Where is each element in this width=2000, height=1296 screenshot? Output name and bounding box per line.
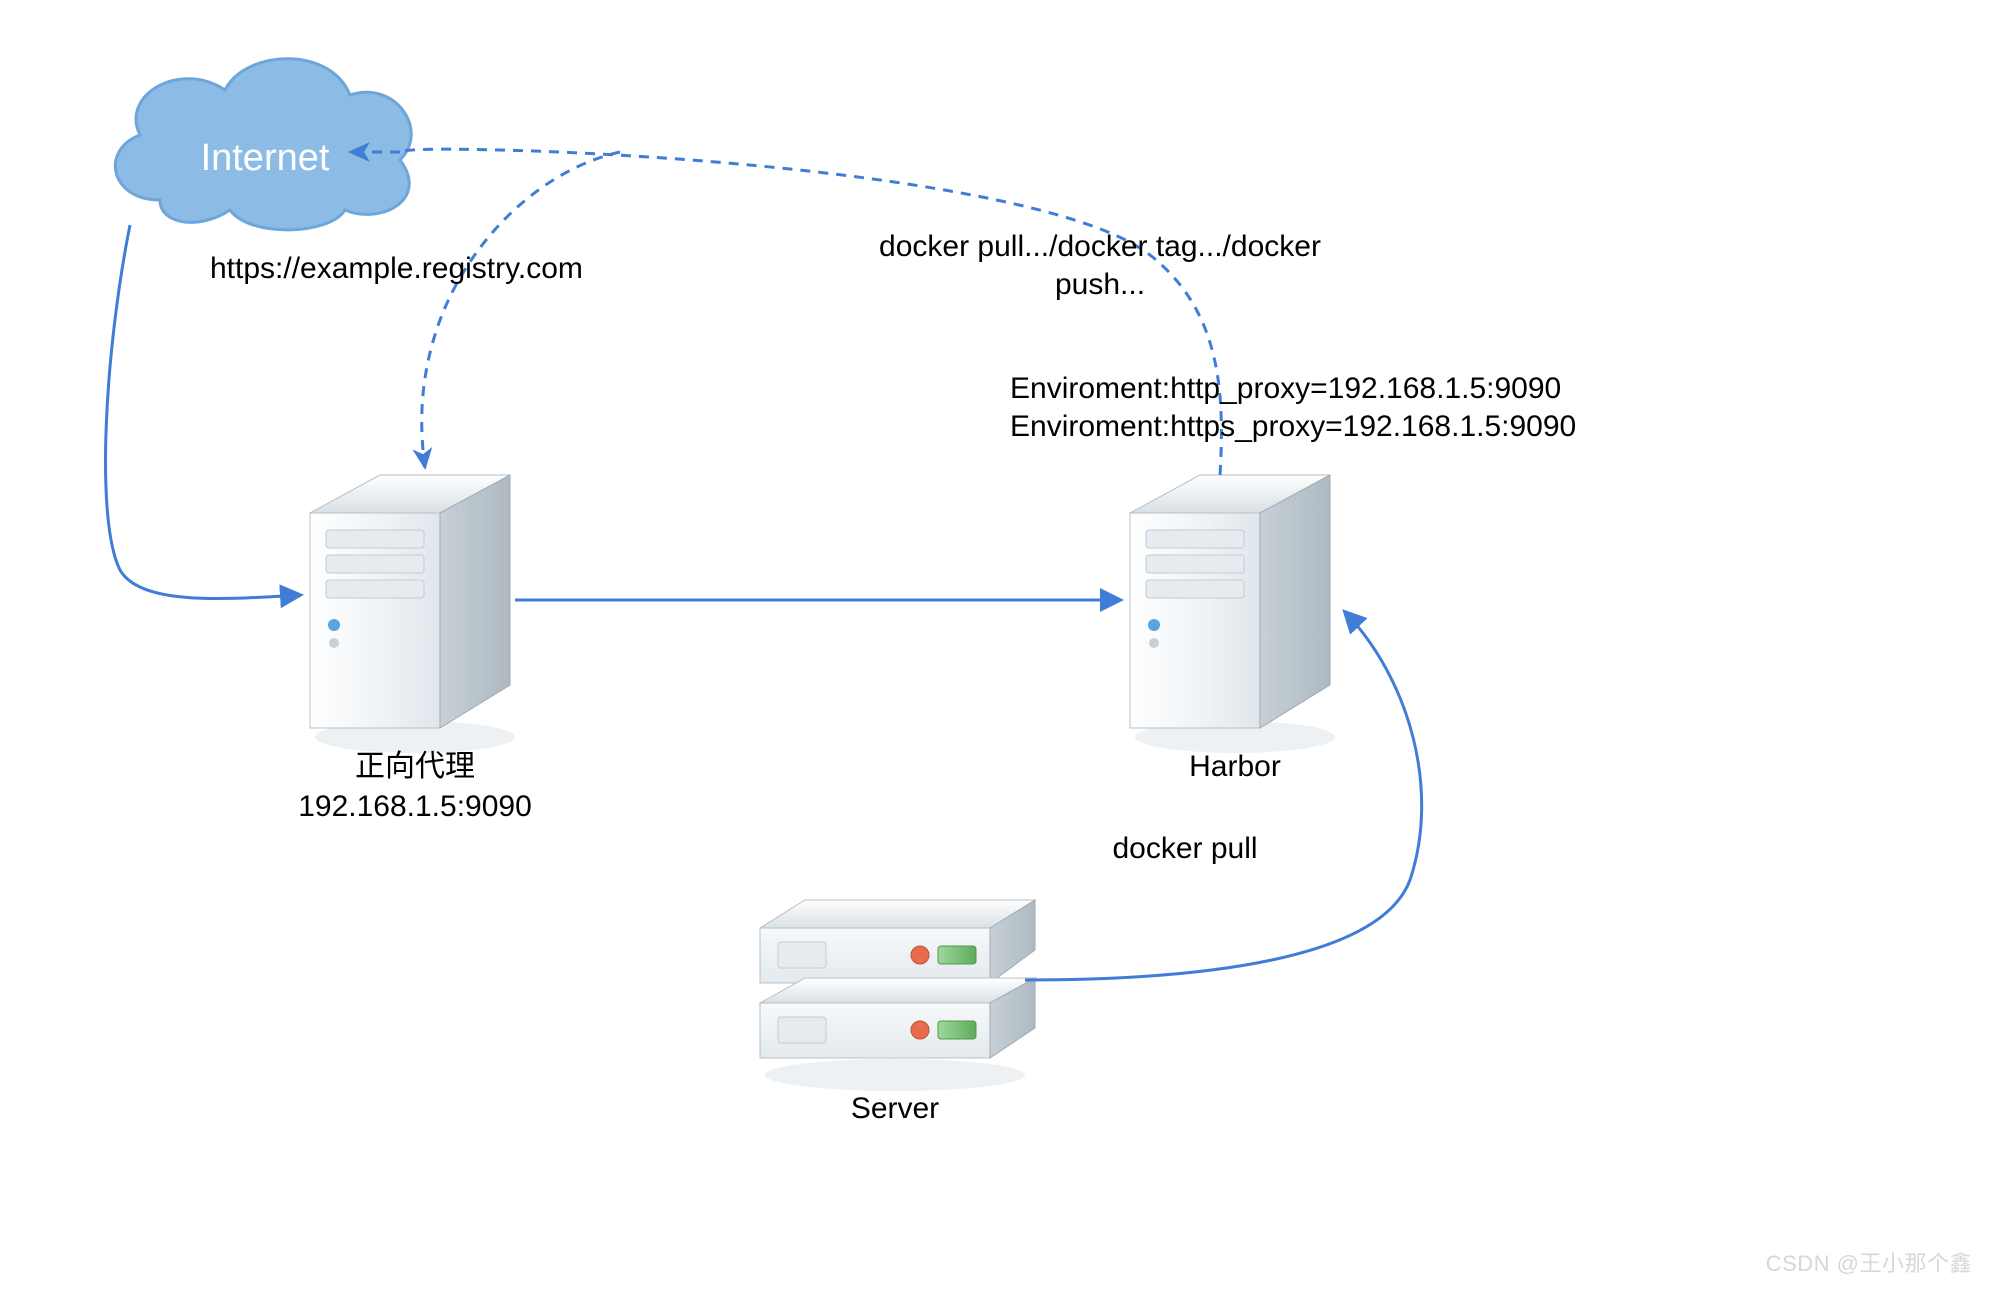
edge-dash-to-proxy (422, 152, 620, 468)
diagram-canvas: Internet (0, 0, 2000, 1296)
harbor-server-icon (1130, 475, 1335, 753)
proxy-title: 正向代理 (300, 748, 530, 786)
server-rack-icon (760, 900, 1035, 1091)
docker-commands-label: docker pull.../docker tag.../docker push… (840, 228, 1360, 303)
proxy-subtitle: 192.168.1.5:9090 (275, 788, 555, 826)
docker-pull-label: docker pull (1075, 830, 1295, 868)
proxy-server-icon (310, 475, 515, 753)
cloud-label: Internet (201, 137, 330, 179)
server-title: Server (790, 1090, 1000, 1128)
internet-cloud: Internet (115, 59, 411, 230)
registry-url-label: https://example.registry.com (210, 250, 710, 288)
watermark: CSDN @王小那个鑫 (1766, 1246, 1972, 1278)
environment-label: Enviroment:http_proxy=192.168.1.5:9090 E… (1010, 370, 1710, 445)
harbor-title: Harbor (1130, 748, 1340, 786)
